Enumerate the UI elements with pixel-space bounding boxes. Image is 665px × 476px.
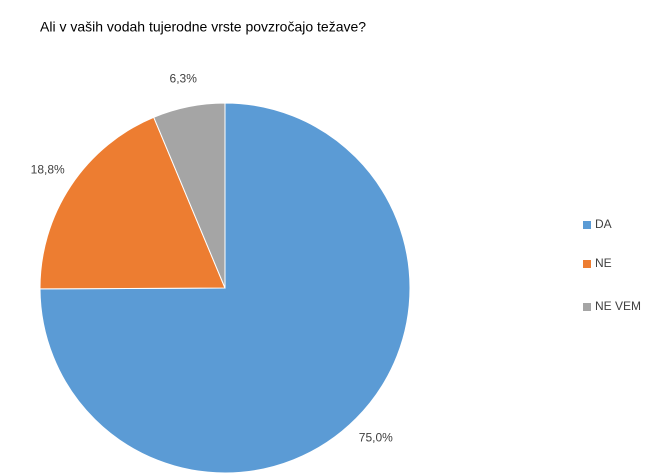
data-label: 75,0%: [359, 430, 393, 444]
legend-label: NE: [595, 256, 612, 270]
legend-label: DA: [595, 217, 612, 231]
data-label: 18,8%: [31, 163, 65, 177]
legend-swatch: [583, 221, 591, 229]
legend-label: NE VEM: [595, 299, 641, 313]
pie-slice: [39, 102, 411, 474]
pie-slice: [153, 102, 226, 289]
legend-swatch: [583, 260, 591, 268]
pie-slice: [39, 116, 226, 290]
chart-title: Ali v vaših vodah tujerodne vrste povzro…: [40, 19, 366, 35]
data-label: 6,3%: [170, 72, 198, 86]
legend-swatch: [583, 303, 591, 311]
